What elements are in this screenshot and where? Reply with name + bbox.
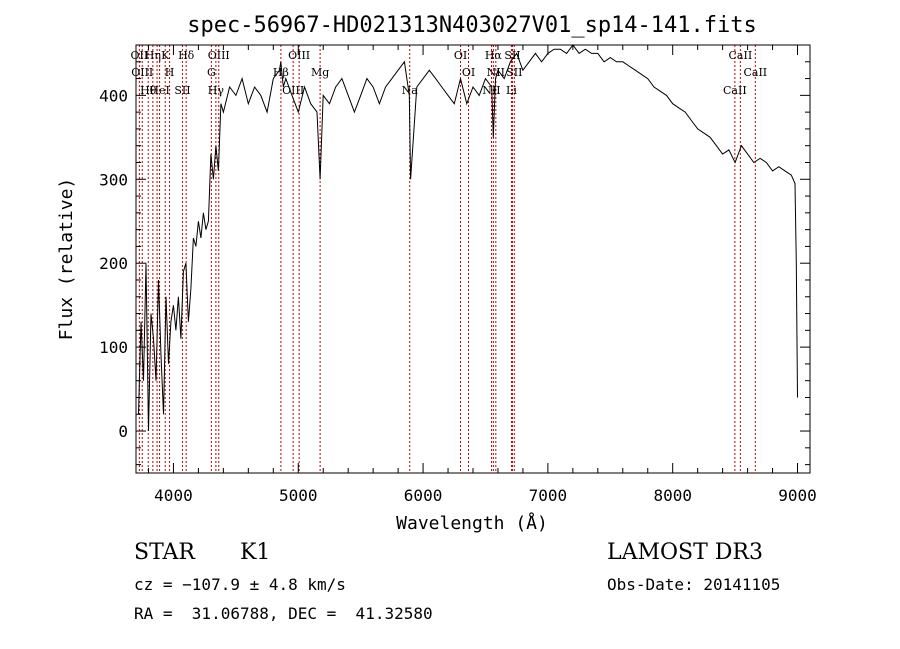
line-label: Hα	[485, 49, 503, 62]
line-label: CaII	[723, 84, 747, 97]
line-label: OIII	[131, 66, 153, 79]
x-tick-label: 5000	[279, 486, 318, 505]
y-tick-label: 400	[99, 86, 128, 105]
line-label: SII	[174, 84, 190, 97]
y-axis-label: Flux (relative)	[56, 178, 77, 341]
line-label: OI	[462, 66, 475, 79]
survey-name: LAMOST DR3	[607, 540, 763, 565]
line-label: NII	[487, 66, 505, 79]
x-tick-label: 9000	[778, 486, 817, 505]
redshift-velocity: cz = −107.9 ± 4.8 km/s	[134, 575, 346, 594]
line-label: SII	[506, 66, 522, 79]
line-label: Li	[506, 84, 517, 97]
line-label: CaII	[743, 66, 767, 79]
line-label: G	[207, 66, 216, 79]
object-class: STAR	[134, 540, 195, 565]
y-tick-label: 100	[99, 338, 128, 357]
line-label: HeI	[149, 84, 169, 97]
observation-date: Obs-Date: 20141105	[607, 575, 781, 594]
line-label: OIII	[282, 84, 304, 97]
x-axis-label: Wavelength (Å)	[396, 512, 548, 534]
x-tick-label: 6000	[404, 486, 443, 505]
line-label: Hγ	[208, 84, 225, 97]
spectrum-line	[138, 44, 798, 432]
x-tick-label: 4000	[154, 486, 193, 505]
line-label: SII	[504, 49, 520, 62]
line-label: Na	[402, 84, 419, 97]
line-label: CaII	[729, 49, 753, 62]
line-label: K	[161, 49, 170, 62]
plot-frame	[135, 44, 811, 474]
y-axis: 0 100 200 300 400	[99, 44, 810, 466]
line-label: OIII	[288, 49, 310, 62]
line-label: Hθ	[140, 84, 157, 97]
line-label: Hδ	[178, 49, 195, 62]
line-markers	[138, 45, 756, 473]
subclass: K1	[240, 540, 271, 565]
line-label: Mg	[311, 66, 329, 79]
y-tick-label: 300	[99, 170, 128, 189]
line-label: OI	[454, 49, 467, 62]
x-axis: 4000 5000 6000 7000 8000 9000	[147, 45, 817, 505]
coordinates: RA = 31.06788, DEC = 41.32580	[134, 604, 433, 623]
line-label: Hη	[145, 49, 161, 62]
x-tick-label: 8000	[653, 486, 692, 505]
line-label: OIII	[208, 49, 230, 62]
line-label: OII	[131, 49, 149, 62]
chart-title: spec-56967-HD021313N403027V01_sp14-141.f…	[187, 13, 757, 38]
y-tick-label: 200	[99, 254, 128, 273]
y-tick-label: 0	[118, 422, 128, 441]
line-labels: OIIOIIIHθHηHeIKHSIIHδGHγOIIIHβOIIIOIIIMg…	[131, 49, 768, 97]
line-label: Hβ	[273, 66, 289, 79]
line-label: H	[165, 66, 175, 79]
x-tick-label: 7000	[529, 486, 568, 505]
